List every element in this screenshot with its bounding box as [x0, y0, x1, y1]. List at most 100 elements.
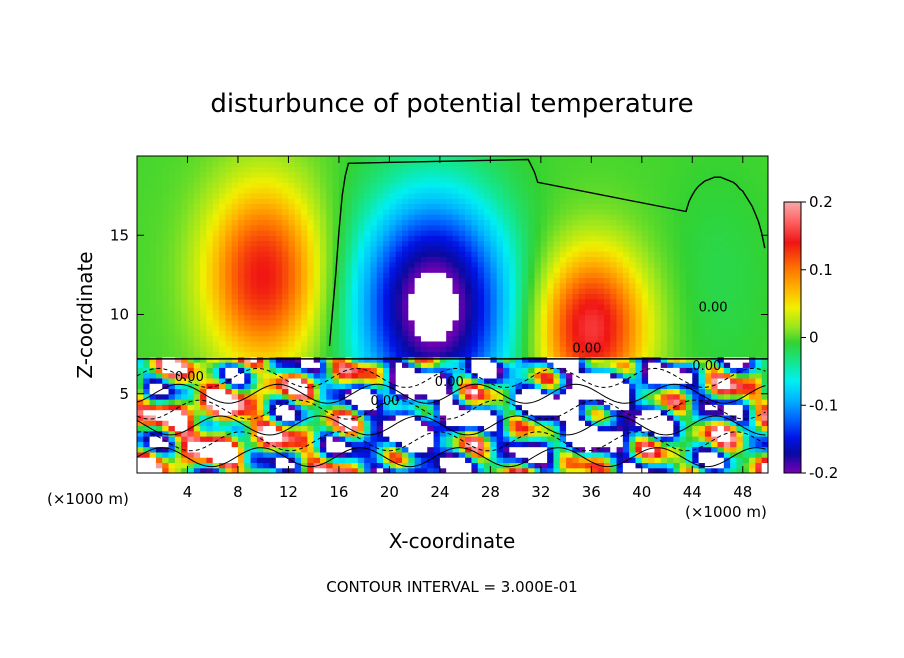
field-cell — [206, 229, 214, 236]
field-cell — [540, 462, 548, 469]
field-cell — [540, 399, 548, 405]
field-cell — [427, 362, 435, 368]
field-cell — [181, 399, 189, 405]
field-cell — [641, 192, 649, 199]
field-cell — [420, 372, 428, 379]
field-cell — [364, 177, 372, 184]
field-cell — [547, 399, 555, 405]
field-cell — [427, 198, 435, 205]
field-cell — [585, 330, 592, 337]
field-cell — [496, 240, 504, 247]
field-cell — [439, 224, 447, 231]
field-cell — [578, 256, 586, 263]
field-cell — [263, 356, 271, 363]
field-cell — [231, 177, 239, 184]
field-cell — [502, 335, 510, 342]
field-cell — [345, 261, 353, 268]
field-cell — [307, 298, 315, 305]
field-cell — [597, 377, 605, 384]
field-cell — [597, 235, 605, 242]
field-cell — [439, 214, 447, 220]
field-cell — [578, 430, 586, 437]
field-cell — [578, 282, 586, 289]
field-cell — [168, 156, 176, 162]
field-cell — [332, 467, 340, 473]
field-cell — [572, 314, 580, 321]
field-cell — [515, 277, 523, 284]
field-cell — [237, 219, 245, 226]
field-cell — [319, 462, 327, 469]
field-cell — [648, 457, 656, 464]
field-cell — [383, 219, 390, 226]
field-cell — [502, 404, 510, 411]
field-cell — [578, 356, 586, 363]
field-cell — [420, 346, 428, 353]
field-cell — [338, 335, 346, 342]
field-cell — [269, 330, 277, 337]
field-cell — [509, 404, 517, 411]
field-cell — [553, 282, 561, 289]
field-cell — [408, 430, 416, 437]
field-cell — [212, 171, 220, 178]
field-cell — [578, 266, 586, 273]
field-cell — [427, 314, 435, 321]
field-cell — [446, 224, 454, 231]
field-cell — [237, 430, 245, 437]
field-cell — [395, 256, 403, 263]
field-cell — [275, 388, 283, 395]
field-cell — [376, 256, 384, 263]
field-cell — [250, 420, 258, 427]
field-cell — [174, 325, 182, 331]
field-cell — [578, 383, 586, 390]
field-cell — [187, 362, 195, 368]
field-cell — [484, 420, 491, 427]
field-cell — [250, 356, 258, 363]
field-cell — [585, 272, 592, 279]
field-cell — [427, 393, 435, 400]
field-cell — [250, 219, 258, 226]
field-cell — [471, 441, 479, 448]
field-cell — [244, 245, 252, 252]
field-cell — [597, 399, 605, 405]
field-cell — [439, 319, 447, 326]
field-cell — [452, 229, 460, 236]
field-cell — [256, 325, 264, 331]
field-cell — [446, 272, 454, 279]
field-cell — [452, 451, 460, 458]
field-cell — [572, 224, 580, 231]
field-cell — [395, 277, 403, 284]
field-cell — [408, 198, 416, 205]
field-cell — [420, 430, 428, 437]
field-cell — [319, 340, 327, 347]
field-cell — [439, 325, 447, 331]
field-cell — [313, 377, 321, 384]
field-cell — [345, 235, 353, 242]
field-cell — [212, 182, 220, 189]
field-cell — [345, 325, 353, 331]
field-cell — [547, 383, 555, 390]
field-cell — [427, 346, 435, 353]
field-cell — [414, 171, 422, 178]
field-cell — [288, 203, 296, 210]
field-cell — [168, 224, 176, 231]
field-cell — [307, 340, 315, 347]
field-cell — [528, 309, 536, 316]
field-cell — [149, 420, 157, 427]
field-cell — [408, 256, 416, 263]
field-cell — [338, 288, 346, 294]
field-cell — [187, 303, 195, 310]
field-cell — [660, 467, 668, 473]
field-cell — [484, 409, 491, 416]
field-cell — [212, 229, 220, 236]
field-cell — [641, 356, 649, 363]
field-cell — [521, 277, 529, 284]
field-cell — [206, 409, 214, 416]
field-cell — [585, 171, 592, 178]
field-cell — [547, 351, 555, 358]
field-cell — [402, 198, 409, 205]
field-cell — [219, 240, 226, 247]
field-cell — [402, 266, 409, 273]
field-cell — [420, 335, 428, 342]
field-cell — [502, 319, 510, 326]
